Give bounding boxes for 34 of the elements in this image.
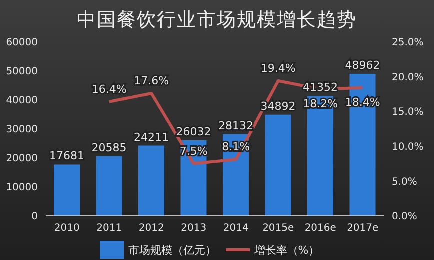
data-label: 48962 [345, 59, 380, 72]
x-tick-label: 2011 [96, 223, 122, 234]
y-tick-label: 0 [32, 212, 38, 223]
data-label: 28132 [218, 119, 254, 132]
y2-tick-label: 20.0% [392, 72, 424, 84]
x-tick-label: 2014 [223, 223, 249, 234]
y-tick-label: 40000 [6, 96, 38, 107]
y2-tick-label: 15.0% [392, 107, 424, 118]
data-label: 26032 [176, 126, 212, 139]
legend-label: 增长率（%） [254, 244, 320, 258]
x-tick-label: 2012 [138, 223, 164, 234]
y-tick-label: 60000 [6, 38, 38, 49]
y-tick-label: 30000 [6, 124, 38, 136]
x-tick-label: 2013 [181, 223, 207, 234]
data-label: 20585 [92, 141, 127, 154]
data-label: 19.4% [260, 62, 296, 75]
y-tick-label: 10000 [6, 182, 38, 194]
y-tick-label: 20000 [6, 154, 38, 165]
x-tick-label: 2017e [347, 223, 379, 234]
y2-tick-label: 0.0% [392, 212, 418, 223]
x-tick-label: 2015e [262, 223, 294, 234]
y-tick-label: 50000 [6, 66, 38, 78]
data-label: 17681 [50, 150, 84, 163]
x-tick-label: 2010 [54, 223, 80, 234]
x-tick-label: 2016e [304, 223, 336, 234]
y2-tick-label: 25.0% [392, 38, 424, 49]
legend-label: 市场规模（亿元） [128, 244, 216, 258]
data-label: 24211 [134, 130, 169, 144]
chart-title: 中国餐饮行业市场规模增长趋势 [76, 8, 358, 33]
y2-tick-label: 10.0% [392, 142, 424, 153]
data-label: 41352 [303, 81, 338, 94]
y2-tick-label: 5.0% [392, 176, 418, 188]
data-label: 17.6% [134, 74, 170, 88]
data-label: 16.4% [92, 82, 127, 96]
